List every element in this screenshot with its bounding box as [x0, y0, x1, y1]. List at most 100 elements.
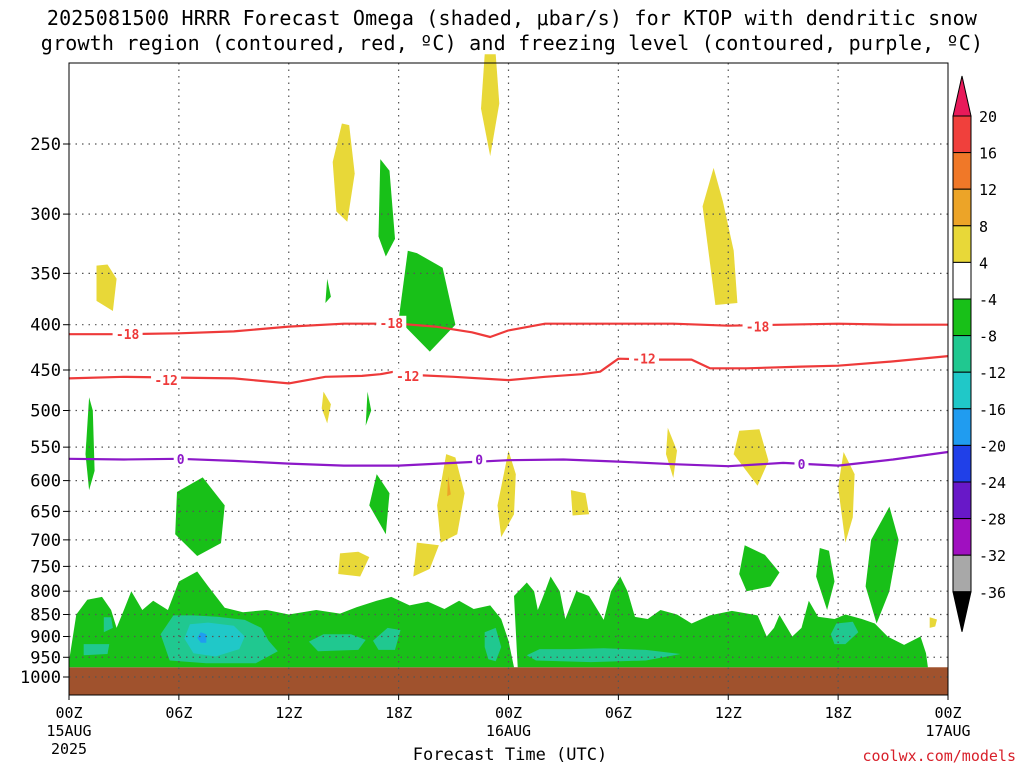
- contour-label-bg-5: [629, 351, 660, 366]
- colorbar-bin-1: [952, 115, 972, 154]
- contour-label-0: -18: [116, 328, 140, 343]
- omega-region-23: [816, 548, 835, 610]
- omega-region-18: [325, 278, 331, 303]
- contour-label-2: -18: [746, 321, 770, 336]
- omega-shading-layer: [69, 54, 937, 668]
- contour-layer: -18 -18 -18 -12 -12 -12 0 0 0: [68, 315, 949, 473]
- chart-title: 2025081500 HRRR Forecast Omega (shaded, …: [0, 6, 1024, 56]
- omega-region-1: [481, 54, 500, 157]
- y-tick-label-400: 400: [30, 316, 61, 336]
- y-tick-label-900: 900: [30, 627, 61, 647]
- omega-region-35: [197, 632, 207, 643]
- colorbar-label-11: -28: [979, 511, 1006, 529]
- omega-region-31: [484, 627, 502, 662]
- colorbar-label-13: -36: [979, 584, 1006, 602]
- omega-region-12: [838, 452, 855, 543]
- y-tick-label-350: 350: [30, 264, 61, 284]
- omega-region-11: [733, 429, 769, 486]
- omega-region-25: [69, 571, 928, 668]
- source-watermark: coolwx.com/models: [862, 747, 1016, 765]
- chart-title-line-1: 2025081500 HRRR Forecast Omega (shaded, …: [46, 6, 978, 30]
- colorbar-label-10: -24: [979, 474, 1006, 492]
- omega-region-10: [666, 427, 677, 478]
- colorbar-label-0: 20: [979, 108, 997, 126]
- colorbar-label-9: -20: [979, 437, 1006, 455]
- y-tick-label-650: 650: [30, 502, 61, 522]
- colorbar-bin-3: [952, 188, 972, 227]
- x-tick-label-48: 00Z: [934, 704, 961, 722]
- contour-label-bg-8: [794, 457, 809, 472]
- y-tick-label-1000: 1000: [20, 668, 61, 688]
- contour-label-5: -12: [632, 353, 655, 368]
- colorbar-bin-13: [952, 554, 972, 593]
- y-tick-label-850: 850: [30, 606, 61, 626]
- x-tick-label-6: 06Z: [165, 704, 192, 722]
- omega-region-8: [497, 450, 516, 538]
- colorbar-arrow-top: [952, 75, 972, 117]
- omega-region-7: [413, 542, 439, 577]
- y-tick-label-750: 750: [30, 557, 61, 577]
- omega-region-3: [96, 264, 117, 311]
- omega-region-17: [378, 159, 395, 257]
- y-tick-label-700: 700: [30, 531, 61, 551]
- omega-region-33: [830, 621, 859, 645]
- x-tick-label-0: 00Z: [55, 704, 82, 722]
- colorbar-bin-2: [952, 152, 972, 190]
- omega-region-34: [184, 622, 245, 657]
- colorbar-bin-7: [952, 335, 972, 373]
- colorbar-bin-10: [952, 444, 972, 483]
- omega-region-6: [437, 454, 465, 543]
- colorbar-label-2: 12: [979, 181, 997, 199]
- omega-region-24: [865, 506, 899, 624]
- contour-label-4: -12: [396, 370, 419, 385]
- omega-region-14: [447, 476, 451, 497]
- x-tick-label-24: 00Z: [495, 704, 522, 722]
- omega-region-29: [308, 634, 366, 652]
- colorbar-arrow-bottom: [952, 591, 972, 632]
- contour-label-3: -12: [154, 374, 177, 389]
- omega-region-19: [398, 250, 456, 352]
- contour-label-6: 0: [177, 453, 185, 468]
- omega-region-20: [365, 391, 372, 426]
- omega-region-16: [175, 477, 225, 556]
- colorbar-bin-5: [952, 261, 972, 300]
- x-tick-label-30: 06Z: [605, 704, 632, 722]
- y-tick-label-300: 300: [30, 205, 61, 225]
- colorbar-label-5: -4: [979, 291, 997, 309]
- omega-region-0: [332, 123, 355, 222]
- contour-label-bg-2: [742, 319, 773, 334]
- colorbar-bin-9: [952, 408, 972, 446]
- y-tick-label-950: 950: [30, 648, 61, 668]
- colorbar-bin-12: [952, 518, 972, 556]
- colorbar-bin-6: [952, 298, 972, 337]
- x-tick-date-48: 17AUG: [925, 722, 970, 740]
- colorbar-bin-11: [952, 481, 972, 520]
- omega-region-27: [103, 617, 113, 633]
- y-tick-label-500: 500: [30, 402, 61, 422]
- colorbar-label-1: 16: [979, 145, 997, 163]
- contour-label-7: 0: [475, 454, 483, 469]
- colorbar-label-4: 4: [979, 254, 988, 272]
- grid-layer: [69, 63, 948, 695]
- axes-layer: 2503003504004505005506006507007508008509…: [20, 62, 971, 758]
- contour-line--18-0: [69, 322, 948, 339]
- y-tick-label-250: 250: [30, 135, 61, 155]
- x-axis-label: Forecast Time (UTC): [412, 745, 608, 765]
- contour-label-bg-6: [173, 451, 188, 466]
- colorbar-label-7: -12: [979, 364, 1006, 382]
- chart-title-line-2: growth region (contoured, red, ºC) and f…: [40, 31, 984, 55]
- x-tick-date-0: 15AUG: [46, 722, 91, 740]
- omega-region-22: [739, 545, 780, 592]
- x-tick-label-18: 18Z: [385, 704, 412, 722]
- contour-line--12-1: [68, 355, 949, 385]
- omega-region-5: [338, 551, 370, 577]
- y-tick-label-550: 550: [30, 438, 61, 458]
- colorbar: 20 16 12 8 4 -4 -8 -12 -16 -20 -24 -28 -32 -36: [952, 75, 1006, 632]
- omega-region-13: [929, 617, 937, 628]
- contour-label-bg-1: [376, 315, 407, 330]
- colorbar-label-3: 8: [979, 218, 988, 236]
- x-tick-date-24: 16AUG: [486, 722, 531, 740]
- y-tick-label-450: 450: [30, 361, 61, 381]
- colorbar-bin-4: [952, 225, 972, 263]
